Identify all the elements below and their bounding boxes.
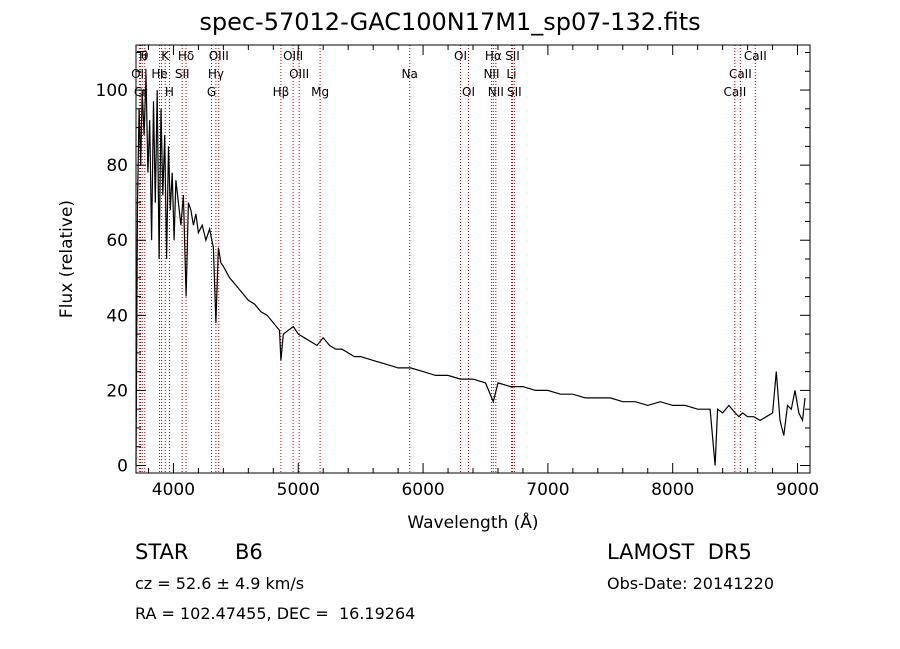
survey-name: LAMOST DR5 xyxy=(607,540,752,564)
line-marker-label: Li xyxy=(506,67,516,81)
line-marker-label: SII xyxy=(175,67,190,81)
chart-title: spec-57012-GAC100N17M1_sp07-132.fits xyxy=(199,8,701,36)
x-tick-label: 4000 xyxy=(152,480,195,500)
y-tick-label: 40 xyxy=(106,306,128,326)
x-tick-label: 8000 xyxy=(651,480,694,500)
line-marker-label: Na xyxy=(402,67,418,81)
x-tick-label: 6000 xyxy=(401,480,444,500)
y-tick-label: 60 xyxy=(106,231,128,251)
line-marker-label: Hγ xyxy=(208,67,224,81)
line-marker-label: OIII xyxy=(283,49,303,63)
line-marker-label: NII xyxy=(483,67,499,81)
line-marker-label: K xyxy=(161,49,170,63)
line-marker-label: SII xyxy=(505,49,520,63)
line-marker-label: OIII xyxy=(289,67,309,81)
line-marker-label: Hδ xyxy=(178,49,194,63)
x-tick-label: 9000 xyxy=(776,480,819,500)
line-marker-label: OI xyxy=(462,85,475,99)
line-marker-label: CaII xyxy=(723,85,746,99)
x-tick-label: 5000 xyxy=(277,480,320,500)
line-marker-label: Mg xyxy=(311,85,329,99)
line-marker-label: SII xyxy=(507,85,522,99)
spectrum-line xyxy=(135,74,806,466)
y-axis-label: Flux (relative) xyxy=(57,200,77,318)
line-marker-label: CaII xyxy=(744,49,767,63)
y-tick-label: 0 xyxy=(117,456,128,476)
line-marker-label: Ti xyxy=(136,49,147,63)
line-marker-label: OI xyxy=(454,49,467,63)
y-tick-label: 80 xyxy=(106,156,128,176)
x-tick-label: 7000 xyxy=(526,480,569,500)
redshift-readout: cz = 52.6 ± 4.9 km/s xyxy=(135,574,305,593)
line-marker-label: I xyxy=(160,67,164,81)
observation-date: Obs-Date: 20141220 xyxy=(607,574,775,593)
coordinates-readout: RA = 102.47455, DEC = 16.19264 xyxy=(135,604,416,623)
line-marker-label: θ xyxy=(141,49,148,63)
line-marker-label: G xyxy=(207,85,216,99)
object-subclass: B6 xyxy=(235,540,263,564)
line-marker-label: OIII xyxy=(209,49,229,63)
y-tick-label: 100 xyxy=(96,81,128,101)
line-marker-label: NII xyxy=(488,85,504,99)
line-marker-label: OII xyxy=(131,67,148,81)
line-marker-label: Hβ xyxy=(273,85,290,99)
line-marker-label: He xyxy=(151,67,167,81)
y-tick-label: 20 xyxy=(106,381,128,401)
line-marker-label: Hα xyxy=(485,49,502,63)
line-marker-label: H xyxy=(165,85,174,99)
line-marker-label: Cr xyxy=(134,85,147,99)
line-marker-label: CaII xyxy=(729,67,752,81)
x-axis-label: Wavelength (Å) xyxy=(407,511,538,533)
object-class: STAR xyxy=(135,540,189,564)
